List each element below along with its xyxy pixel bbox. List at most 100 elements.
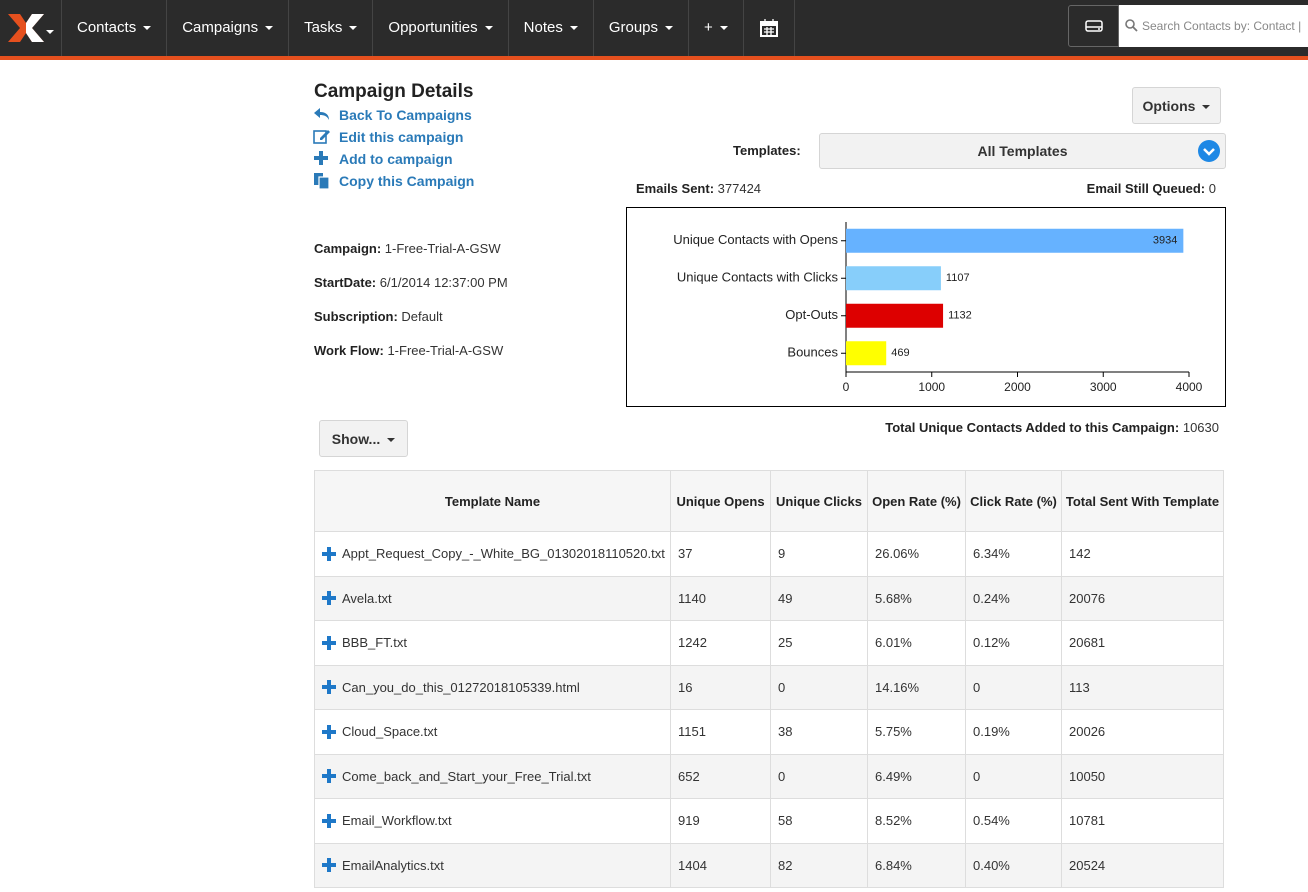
- table-cell: 6.49%: [867, 753, 966, 799]
- table-cell: 6.34%: [965, 531, 1062, 577]
- cell-text: 652: [678, 768, 700, 784]
- cell-text: 0.12%: [973, 635, 1010, 651]
- table-cell: 8.52%: [867, 798, 966, 844]
- action-links: Back To Campaigns Edit this campaign Add t…: [313, 104, 474, 192]
- cell-text: 49: [778, 590, 793, 606]
- template-name: Avela.txt: [342, 590, 392, 606]
- table-row: Cloud_Space.txt 1151 38 5.75% 0.19% 20026: [314, 709, 1224, 755]
- value-label: 1132: [948, 310, 972, 322]
- cell-text: 20026: [1069, 724, 1106, 740]
- emails-sent-label: Emails Sent:: [636, 181, 715, 196]
- info-label: StartDate:: [314, 275, 377, 290]
- cell-text: 0.54%: [973, 813, 1010, 829]
- action-link[interactable]: Add to campaign: [313, 148, 474, 170]
- info-label: Work Flow:: [314, 343, 384, 358]
- table-cell: Come_back_and_Start_your_Free_Trial.txt: [314, 753, 671, 799]
- nav-item[interactable]: Tasks: [289, 0, 374, 56]
- table-cell: Avela.txt: [314, 575, 671, 621]
- expand-icon[interactable]: [322, 813, 336, 828]
- template-name-cell: Email_Workflow.txt: [322, 813, 663, 828]
- template-name: BBB_FT.txt: [342, 635, 408, 651]
- templates-selected: All Templates: [977, 143, 1068, 159]
- nav-item[interactable]: Campaigns: [167, 0, 290, 56]
- expand-icon[interactable]: [322, 680, 336, 695]
- expand-icon[interactable]: [322, 724, 336, 739]
- link-text: Copy this Campaign: [339, 173, 475, 189]
- table-cell: 0: [965, 664, 1062, 710]
- x-tick-label: 2000: [1004, 380, 1031, 394]
- column-header: Unique Clicks: [770, 470, 868, 532]
- expand-icon[interactable]: [322, 591, 336, 606]
- templates-table: Template Name Unique Opens Unique Clicks Op…: [314, 470, 1224, 888]
- cell-text: 0.24%: [973, 590, 1010, 606]
- cell-text: 6.49%: [875, 768, 912, 784]
- bar: [846, 228, 1184, 253]
- action-link[interactable]: Copy this Campaign: [313, 170, 474, 192]
- table-row: EmailAnalytics.txt 1404 82 6.84% 0.40% 20524: [314, 842, 1224, 888]
- table-cell: 0: [770, 664, 868, 710]
- info-label: Subscription:: [314, 309, 398, 324]
- template-name-cell: Can_you_do_this_01272018105339.html: [322, 680, 663, 695]
- emails-queued-label: Email Still Queued:: [1086, 181, 1206, 196]
- templates-select[interactable]: All Templates: [819, 133, 1226, 169]
- options-button[interactable]: Options: [1132, 87, 1221, 124]
- cell-text: 1404: [678, 857, 707, 873]
- template-name: Come_back_and_Start_your_Free_Trial.txt: [342, 768, 591, 784]
- expand-icon[interactable]: [322, 769, 336, 784]
- info-row: Campaign: 1-Free-Trial-A-GSW: [314, 241, 508, 275]
- nav-item[interactable]: Notes: [509, 0, 594, 56]
- table-cell: 0: [965, 753, 1062, 799]
- table-cell: 49: [770, 575, 868, 621]
- nav-items: Contacts Campaigns Tasks Opportunities Notes…: [62, 0, 744, 56]
- expand-icon[interactable]: [322, 546, 336, 561]
- table-cell: 0.12%: [965, 620, 1062, 666]
- total-unique: Total Unique Contacts Added to this Camp…: [885, 420, 1219, 435]
- expand-icon[interactable]: [322, 858, 336, 873]
- table-cell: 26.06%: [867, 531, 966, 577]
- table-cell: Email_Workflow.txt: [314, 798, 671, 844]
- nav-item[interactable]: +: [689, 0, 744, 56]
- table-cell: 113: [1061, 664, 1224, 710]
- logo[interactable]: [0, 0, 62, 56]
- cell-text: 1151: [678, 724, 706, 740]
- template-name-cell: BBB_FT.txt: [322, 635, 663, 650]
- table-row: Come_back_and_Start_your_Free_Trial.txt 6…: [314, 753, 1224, 799]
- expand-icon[interactable]: [322, 635, 336, 650]
- nav-item[interactable]: Contacts: [62, 0, 168, 56]
- cell-text: 14.16%: [875, 679, 920, 695]
- column-header: Unique Opens: [670, 470, 771, 532]
- chart: 0 1000 2000 3000 4000 Unique Contacts with Op…: [673, 222, 1203, 394]
- campaign-info: Campaign: 1-Free-Trial-A-GSW StartDate: 6…: [314, 241, 508, 377]
- table-cell: 37: [670, 531, 771, 577]
- table-cell: 919: [670, 798, 771, 844]
- action-link[interactable]: Edit this campaign: [313, 126, 474, 148]
- table-cell: 20026: [1061, 709, 1224, 755]
- search-placeholder: Search Contacts by: Contact |: [1142, 19, 1302, 33]
- table-cell: 82: [770, 842, 868, 888]
- show-button[interactable]: Show...: [319, 420, 408, 457]
- nav-item[interactable]: Groups: [594, 0, 690, 56]
- info-row: Work Flow: 1-Free-Trial-A-GSW: [314, 343, 508, 377]
- table-cell: 16: [670, 664, 771, 710]
- logo-icon: [8, 14, 54, 42]
- cell-text: 6.84%: [875, 857, 912, 873]
- table-cell: 5.68%: [867, 575, 966, 621]
- value-label: 3934: [1153, 235, 1177, 247]
- search-input[interactable]: Search Contacts by: Contact |: [1119, 5, 1308, 47]
- search-scope-button[interactable]: [1068, 5, 1119, 47]
- link-text: Back To Campaigns: [339, 107, 472, 123]
- bar: [846, 266, 941, 291]
- column-header: Template Name: [314, 470, 671, 532]
- table-body: Appt_Request_Copy_-_White_BG_01302018110…: [314, 531, 1224, 888]
- nav-item[interactable]: Opportunities: [373, 0, 509, 56]
- cell-text: 10050: [1069, 768, 1106, 784]
- table-cell: 652: [670, 753, 771, 799]
- cell-text: 37: [678, 546, 693, 562]
- info-value: 1-Free-Trial-A-GSW: [384, 241, 501, 256]
- action-link[interactable]: Back To Campaigns: [313, 104, 474, 126]
- calendar-button[interactable]: [744, 0, 795, 56]
- table-cell: Cloud_Space.txt: [314, 709, 671, 755]
- table-row: BBB_FT.txt 1242 25 6.01% 0.12% 20681: [314, 620, 1224, 666]
- table-cell: 1404: [670, 842, 771, 888]
- cell-text: 9: [778, 546, 786, 562]
